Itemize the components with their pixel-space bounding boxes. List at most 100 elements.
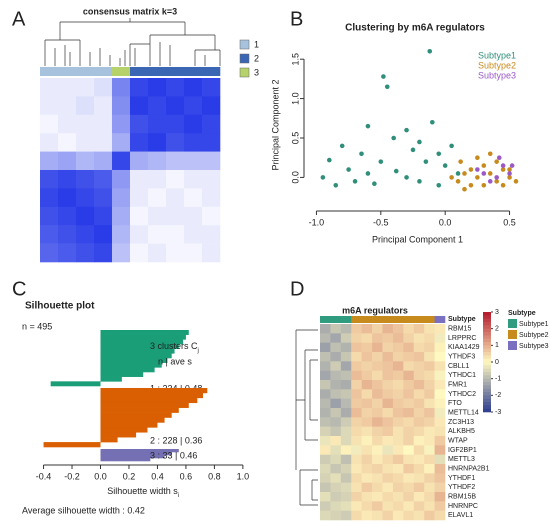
colorbar-label: -3: [495, 409, 501, 416]
heat-cell: [403, 333, 415, 343]
heat-cell: [434, 324, 446, 334]
point: [372, 181, 377, 187]
heat-cell: [392, 389, 404, 399]
silhouette-bar: [100, 437, 118, 443]
row-label: LRPPRC: [448, 335, 476, 342]
matrix-cell: [40, 188, 59, 208]
heat-cell: [413, 361, 425, 371]
heat-cell: [340, 473, 352, 483]
heat-cell: [330, 473, 342, 483]
colorbar-step: [483, 358, 491, 363]
heat-cell: [382, 445, 394, 455]
heat-cell: [351, 501, 362, 511]
heat-cell: [392, 454, 404, 465]
silhouette-bar: [100, 449, 179, 453]
matrix-cell: [202, 225, 221, 244]
heat-cell: [361, 324, 373, 334]
point: [507, 171, 512, 176]
heat-cell: [382, 361, 394, 371]
heat-cell: [351, 324, 362, 334]
heat-cell: [361, 333, 373, 343]
heat-cell: [413, 352, 425, 362]
heat-cell: [361, 361, 373, 371]
point: [475, 167, 480, 172]
silhouette-bar: [100, 417, 165, 423]
heat-cell: [351, 361, 362, 371]
matrix-cell: [112, 243, 131, 263]
heat-cell: [340, 342, 352, 353]
annotation-cell: [320, 316, 331, 323]
heat-cell: [392, 324, 404, 334]
heat-cell: [330, 398, 342, 409]
matrix-cell: [130, 243, 149, 263]
silhouette-bar: [100, 339, 184, 345]
heat-cell: [424, 398, 435, 409]
colorbar-step: [483, 392, 491, 396]
x-tick-label: -0.5: [373, 217, 389, 227]
heat-cell: [434, 333, 446, 343]
matrix-cell: [94, 133, 113, 152]
heat-cell: [320, 389, 331, 399]
y-tick-label: 0.5: [290, 132, 300, 145]
heat-cell: [434, 445, 446, 455]
heat-cell: [340, 352, 352, 362]
heat-cell: [413, 333, 425, 343]
heat-cell: [320, 352, 331, 362]
heat-cell: [382, 501, 394, 511]
point: [481, 182, 487, 188]
matrix-cell: [112, 206, 131, 226]
heat-cell: [403, 501, 415, 511]
heat-cell: [403, 510, 415, 521]
matrix-cell: [40, 133, 59, 152]
matrix-cell: [130, 206, 149, 226]
heat-cell: [361, 464, 373, 474]
heat-cell: [413, 389, 425, 399]
colorbar-step: [483, 378, 491, 383]
heat-cell: [361, 408, 373, 418]
cluster-bar: [166, 67, 185, 76]
point: [365, 123, 371, 129]
heat-cell: [403, 417, 415, 427]
matrix-cell: [130, 151, 149, 171]
matrix-cell: [94, 225, 113, 244]
legend-swatch: [239, 53, 250, 64]
heat-cell: [424, 408, 435, 418]
matrix-cell: [112, 133, 131, 152]
heat-cell: [320, 501, 331, 511]
heat-cell: [320, 482, 331, 493]
matrix-cell: [166, 206, 185, 226]
heat-cell: [413, 370, 425, 381]
heat-cell: [392, 370, 404, 381]
matrix-cell: [184, 243, 203, 263]
heat-cell: [340, 426, 352, 437]
cluster-bar: [40, 67, 59, 76]
heat-cell: [434, 464, 446, 474]
heat-cell: [413, 324, 425, 334]
point: [509, 163, 515, 168]
annotation-cell: [382, 316, 394, 323]
silhouette-bar: [100, 362, 162, 368]
x-axis-label: Principal Component 1: [372, 234, 463, 244]
heat-cell: [372, 333, 383, 343]
heat-cell: [434, 352, 446, 362]
heat-cell: [392, 436, 404, 446]
cluster-label: 2 : 228 | 0.36: [150, 435, 202, 445]
heat-cell: [330, 324, 342, 334]
colorbar-label: 1: [495, 342, 499, 349]
silhouette-bar: [100, 458, 151, 462]
heat-cell: [403, 445, 415, 455]
heat-cell: [340, 389, 352, 399]
matrix-cell: [184, 133, 203, 152]
matrix-cell: [148, 133, 167, 152]
heat-cell: [330, 426, 342, 437]
annotation-cell: [340, 316, 352, 323]
heat-cell: [382, 342, 394, 353]
point: [494, 175, 499, 180]
point: [384, 84, 390, 90]
cluster-bar: [130, 67, 149, 76]
point: [513, 179, 519, 184]
heat-cell: [340, 398, 352, 409]
row-label: ZC3H13: [448, 419, 474, 426]
point: [417, 179, 422, 184]
legend-label: 3: [254, 67, 259, 77]
